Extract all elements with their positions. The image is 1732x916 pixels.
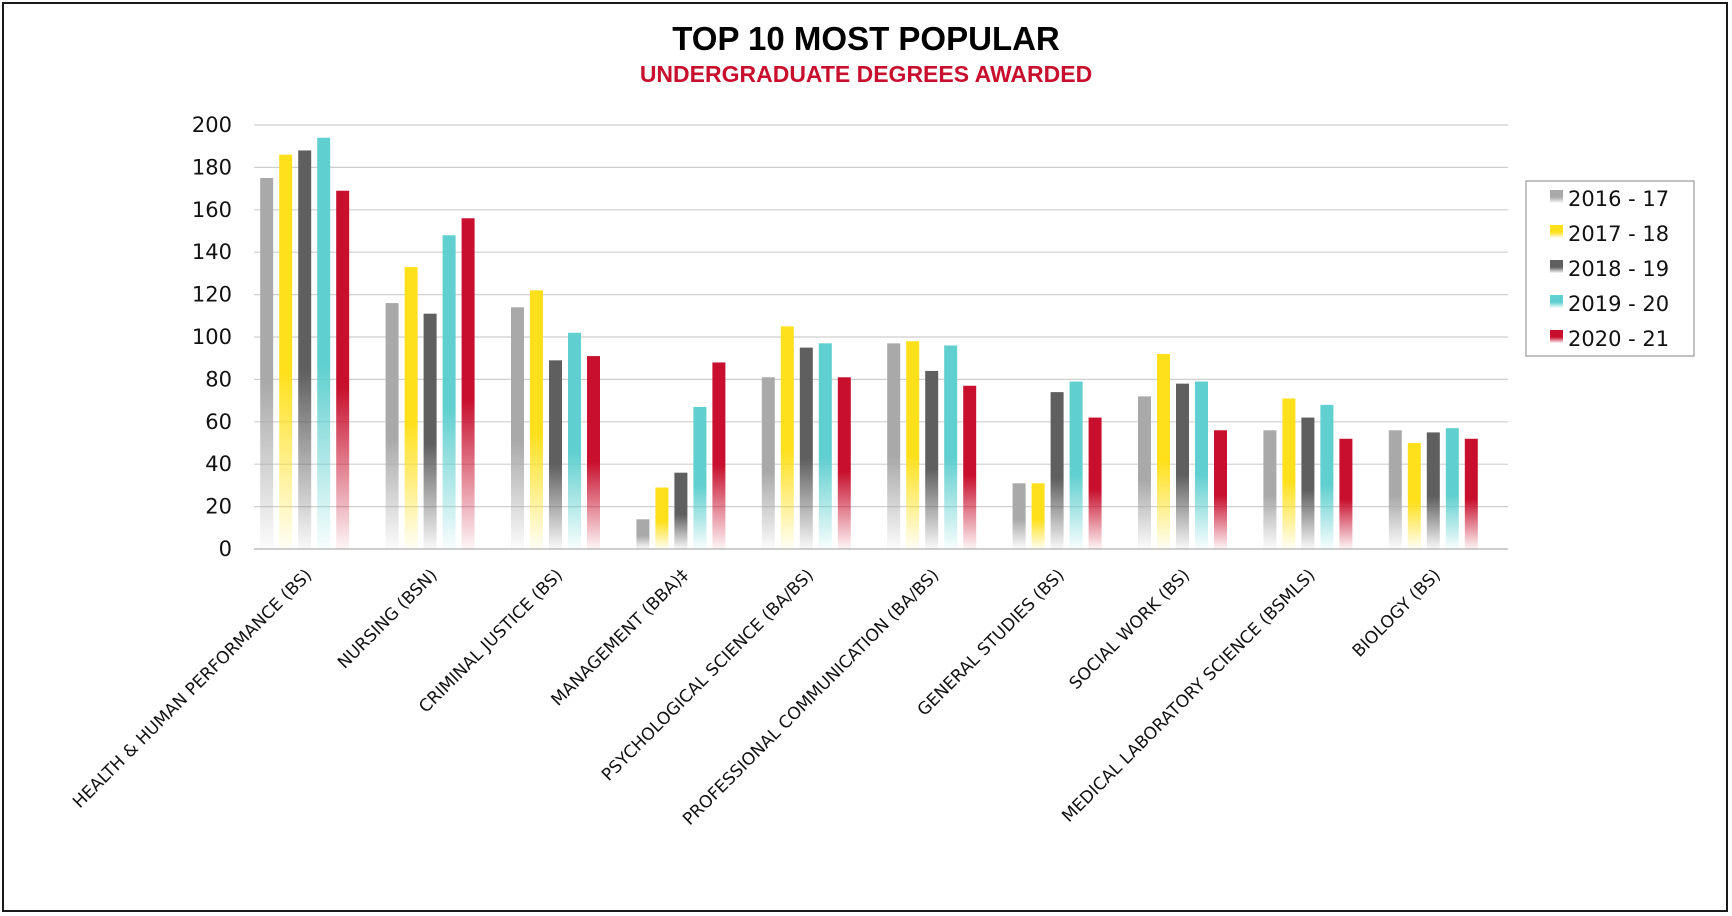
bar: [298, 150, 312, 549]
bar: [1157, 353, 1170, 549]
category-label: NURSING (BSN): [334, 565, 442, 673]
bar: [317, 137, 331, 549]
bar: [693, 406, 707, 549]
bars: [260, 137, 1478, 550]
y-tick-label: 0: [219, 537, 232, 561]
category-label: BIOLOGY (BS): [1349, 565, 1445, 661]
y-tick-label: 20: [205, 495, 232, 519]
bar: [1012, 483, 1026, 549]
bar: [780, 326, 794, 549]
bar: [587, 356, 600, 549]
category-label: PROFESSIONAL COMMUNICATION (BA/BS): [679, 565, 943, 829]
y-tick-label: 60: [205, 410, 232, 434]
bar: [887, 343, 901, 549]
bar: [761, 377, 775, 549]
bar: [336, 190, 350, 549]
category-label: MEDICAL LABORATORY SCIENCE (BSMLS): [1058, 565, 1319, 826]
bar: [1464, 438, 1478, 549]
bar: [1214, 430, 1227, 549]
bar: [1195, 381, 1208, 549]
bar: [442, 235, 456, 550]
legend-label: 2016 - 17: [1568, 187, 1669, 211]
bar: [404, 267, 418, 549]
bar: [1069, 381, 1083, 549]
bar: [837, 377, 851, 549]
bar: [568, 332, 581, 549]
category-label: HEALTH & HUMAN PERFORMANCE (BS): [69, 565, 316, 812]
bar: [1176, 383, 1189, 549]
chart-title: TOP 10 MOST POPULAR: [672, 20, 1060, 57]
y-tick-label: 120: [192, 283, 232, 307]
bar: [925, 370, 939, 549]
category-label: SOCIAL WORK (BS): [1066, 565, 1194, 693]
bar: [1088, 417, 1102, 549]
bar: [1388, 430, 1402, 549]
bar: [530, 290, 543, 549]
bar: [963, 385, 977, 549]
legend-swatch: [1550, 330, 1563, 343]
category-label: PSYCHOLOGICAL SCIENCE (BA/BS): [598, 565, 818, 785]
legend-label: 2019 - 20: [1568, 292, 1669, 316]
y-tick-label: 140: [192, 240, 232, 264]
bar: [1339, 438, 1353, 549]
bar: [1138, 396, 1151, 549]
category-labels: HEALTH & HUMAN PERFORMANCE (BS) NURSING (…: [69, 565, 1445, 829]
legend-swatch: [1550, 225, 1563, 238]
y-tick-label: 160: [192, 198, 232, 222]
y-tick-label: 180: [192, 155, 232, 179]
category-label: CRIMINAL JUSTICE (BS): [415, 565, 567, 717]
bar: [674, 472, 688, 549]
bar: [1426, 432, 1440, 549]
bar: [906, 341, 920, 549]
legend-swatch: [1550, 295, 1563, 308]
legend-label: 2017 - 18: [1568, 222, 1669, 246]
y-tick-label: 200: [192, 113, 232, 137]
legend-swatch: [1550, 260, 1563, 273]
bar: [1320, 404, 1334, 549]
category-label: GENERAL STUDIES (BS): [914, 565, 1069, 720]
bar: [461, 218, 475, 549]
bar: [1301, 417, 1315, 549]
bar: [655, 487, 669, 549]
bar: [712, 362, 726, 549]
bar: [944, 345, 958, 549]
bar: [1282, 398, 1296, 549]
y-axis-ticks: 0 20 40 60 80 100 120 140 160 180 200: [192, 113, 232, 561]
bar: [1407, 443, 1421, 549]
bar: [549, 360, 562, 549]
y-tick-label: 100: [192, 325, 232, 349]
bar: [260, 178, 274, 549]
legend: 2016 - 17 2017 - 18 2018 - 19 2019 - 20 2020…: [1525, 180, 1695, 357]
bar: [636, 519, 650, 549]
bar: [385, 303, 399, 549]
category-label: MANAGEMENT (BBA)‡: [548, 565, 693, 710]
legend-label: 2020 - 21: [1568, 327, 1669, 351]
bar: [511, 307, 524, 549]
bar: [279, 154, 293, 549]
gridlines: [254, 124, 1508, 550]
bar: [423, 313, 437, 549]
y-tick-label: 40: [205, 452, 232, 476]
bar: [1263, 430, 1277, 549]
chart-subtitle: UNDERGRADUATE DEGREES AWARDED: [640, 61, 1092, 87]
bar: [818, 343, 832, 549]
bar: [1050, 392, 1064, 549]
legend-swatch: [1550, 190, 1563, 203]
bar: [1445, 428, 1459, 549]
bar: [799, 347, 813, 549]
legend-label: 2018 - 19: [1568, 257, 1669, 281]
bar: [1031, 483, 1045, 549]
y-tick-label: 80: [205, 367, 232, 391]
